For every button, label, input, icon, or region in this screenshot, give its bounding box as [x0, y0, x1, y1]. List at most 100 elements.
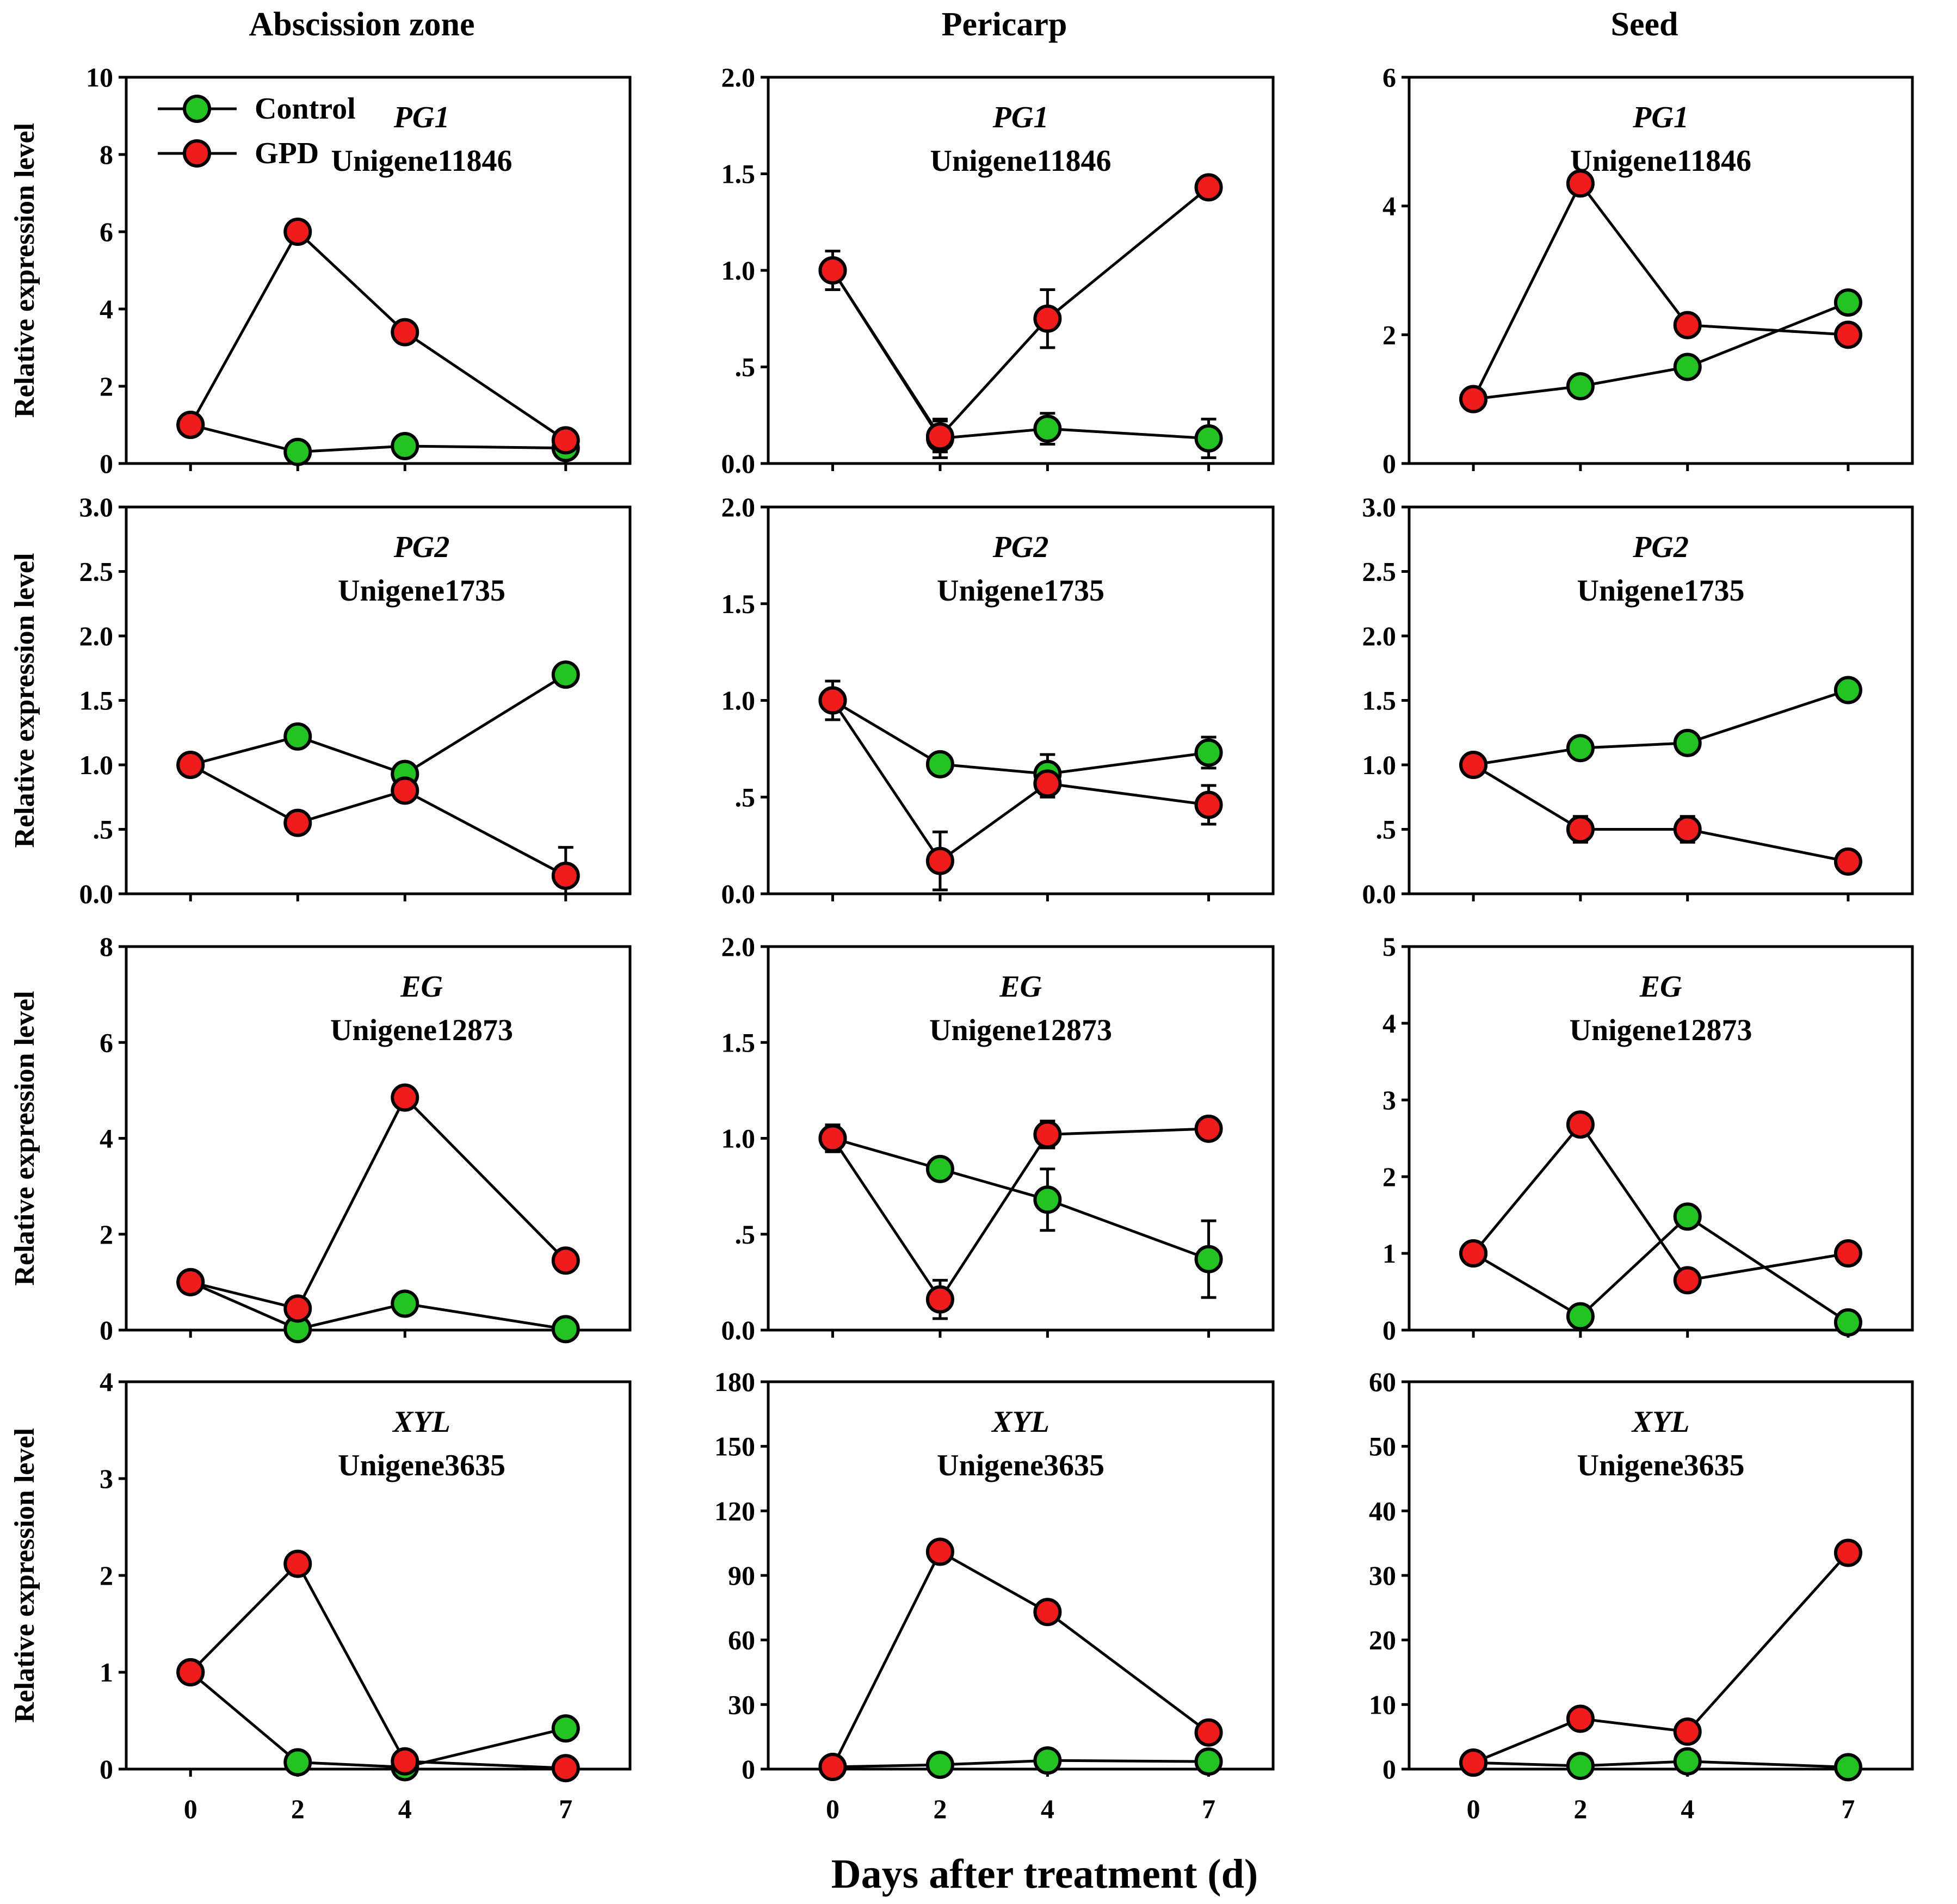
y-axis-label: Relative expression level: [9, 123, 40, 418]
data-point-gpd: [551, 1754, 580, 1783]
y-tick-label: 0: [1382, 1754, 1396, 1784]
series-line: [832, 699, 1209, 776]
panel-pericarp-pg2: 0.0 .5 1.0 1.5 2.0 PG2 Unigene1735: [721, 492, 1275, 909]
series-line: [831, 186, 1210, 439]
data-point-gpd: [1833, 847, 1862, 876]
data-point-gpd: [391, 776, 419, 805]
unigene-id: Unigene1735: [1577, 574, 1745, 608]
data-point-gpd: [925, 1537, 954, 1566]
panel-seed-xyl: 0 10 20 30 40 50 60 0 2 4 7 XYL Unigene3635: [1369, 1367, 1914, 1824]
series-control: [190, 423, 566, 454]
gene-name: XYL: [1631, 1405, 1690, 1439]
y-tick-label: 30: [728, 1689, 755, 1720]
series-control: [1473, 689, 1849, 766]
data-point-gpd: [391, 1083, 419, 1112]
data-point-control: [925, 1751, 954, 1779]
unigene-id: Unigene1735: [937, 574, 1104, 608]
panel-frame: [125, 945, 632, 1332]
panel-frame: [125, 76, 632, 465]
y-tick-label: 60: [728, 1625, 755, 1655]
y-tick-label: 3.0: [79, 492, 114, 522]
data-point-control: [1833, 1753, 1862, 1782]
series-line: [1473, 689, 1849, 766]
data-point-control: [1833, 288, 1862, 317]
series-gpd: [825, 1120, 1209, 1320]
data-point-control: [1673, 353, 1702, 381]
y-tick-label: 0: [1382, 1315, 1396, 1345]
y-tick-label: 10: [1369, 1689, 1396, 1720]
data-point-control: [551, 1315, 580, 1344]
gene-name: EG: [999, 970, 1042, 1004]
data-point-control: [1566, 1302, 1595, 1331]
unigene-id: Unigene11846: [331, 144, 513, 178]
data-point-gpd: [1673, 815, 1702, 844]
data-point-gpd: [1833, 1239, 1862, 1268]
data-point-control: [1566, 1752, 1595, 1781]
panel-frame: [767, 1380, 1275, 1771]
y-tick-label: 0.0: [79, 879, 114, 909]
panel-abscission-zone-xyl: 0 1 2 3 4 0 2 4 7 Relative expression level XYL Uni…: [9, 1367, 632, 1824]
data-point-control: [283, 437, 312, 466]
unigene-id: Unigene12873: [929, 1013, 1112, 1047]
series-control: [832, 1759, 1209, 1769]
unigene-id: Unigene12873: [330, 1013, 513, 1047]
series-line: [1473, 1551, 1849, 1764]
data-point-gpd: [391, 1747, 419, 1776]
series-line: [831, 269, 1209, 440]
data-point-gpd: [283, 1549, 312, 1578]
data-point-gpd: [1673, 1266, 1702, 1295]
data-point-gpd: [925, 1285, 954, 1314]
series-line: [1472, 1215, 1849, 1324]
y-tick-label: 0.0: [1362, 879, 1397, 909]
series-gpd: [825, 679, 1217, 892]
y-tick-label: 0: [100, 448, 113, 479]
y-tick-label: 2.5: [1362, 557, 1397, 587]
y-tick-label: 2: [1382, 319, 1396, 350]
data-point-gpd: [1459, 1239, 1488, 1268]
data-point-control: [1673, 1747, 1702, 1776]
legend-item-gpd: GPD: [158, 137, 319, 170]
y-tick-label: 2: [100, 1560, 113, 1591]
data-point-gpd: [818, 1753, 847, 1782]
y-tick-label: 2: [100, 371, 113, 401]
data-point-control: [1194, 1245, 1223, 1274]
y-axis-label: Relative expression level: [9, 553, 40, 848]
series-line: [189, 1671, 566, 1769]
data-point-control: [391, 432, 419, 461]
data-point-control: [1194, 1747, 1223, 1776]
y-tick-label: 2: [100, 1219, 113, 1250]
data-point-control: [1033, 1185, 1062, 1214]
series-gpd: [825, 176, 1217, 454]
series-control: [1472, 1215, 1849, 1324]
data-point-control: [1566, 372, 1595, 400]
data-point-gpd: [283, 1294, 312, 1323]
series-line: [189, 1561, 566, 1770]
series-control: [831, 269, 1217, 459]
data-point-gpd: [551, 861, 580, 890]
series-line: [1472, 763, 1849, 863]
y-tick-label: 0: [742, 1754, 755, 1784]
panel-pericarp-eg: 0.0 .5 1.0 1.5 2.0 EG Unigene12873: [721, 931, 1275, 1345]
panel-abscission-zone-eg: 0 2 4 6 8 Relative expression level EG Unigene1…: [9, 931, 632, 1345]
x-tick-label: 2: [1573, 1794, 1587, 1824]
y-tick-label: 5: [1382, 931, 1396, 962]
y-tick-label: 6: [100, 1027, 113, 1058]
x-axis-label: Days after treatment (d): [831, 1851, 1258, 1897]
series-gpd: [1473, 1551, 1849, 1764]
panel-seed-eg: 0 1 2 3 4 5 EG Unigene12873: [1382, 931, 1914, 1345]
y-tick-label: 0: [1382, 448, 1396, 479]
panel-frame: [1407, 1380, 1914, 1771]
series-line: [831, 700, 1209, 863]
series-line: [1473, 301, 1849, 401]
column-title-1: Pericarp: [942, 6, 1067, 43]
legend: Control GPD: [158, 92, 356, 170]
y-tick-label: 150: [714, 1431, 755, 1462]
data-point-control: [925, 1154, 954, 1183]
y-tick-label: 4: [100, 294, 113, 324]
y-tick-label: 1.5: [721, 159, 756, 189]
y-tick-label: 120: [714, 1495, 755, 1526]
unigene-id: Unigene11846: [1570, 144, 1751, 178]
panel-abscission-zone-pg1: 0 2 4 6 8 10 Relative expression level PG1 Unige…: [9, 62, 632, 479]
y-tick-label: 1: [100, 1657, 113, 1687]
data-point-gpd: [391, 318, 419, 347]
